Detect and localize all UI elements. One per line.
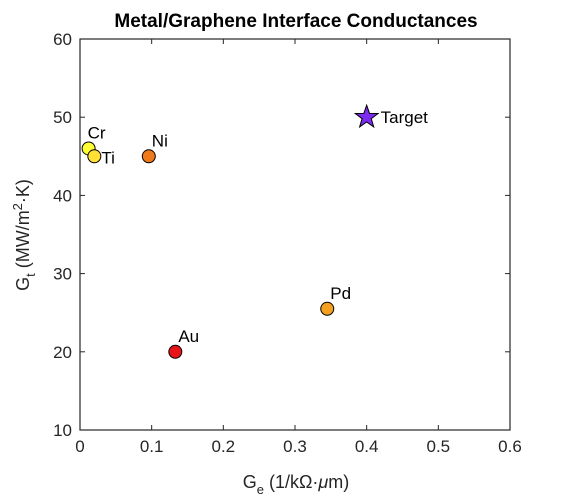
plot-frame [79, 38, 511, 431]
point-target-marker [353, 103, 380, 129]
data-marks [81, 103, 380, 359]
x-tick-label: 0.6 [498, 437, 522, 456]
point-ti-label: Ti [101, 148, 115, 167]
point-ni-label: Ni [152, 131, 168, 150]
x-tick-label: 0.4 [355, 437, 379, 456]
y-tick-label: 40 [53, 186, 72, 205]
axis-tick-labels: 0 0.1 0.2 0.3 0.4 0.5 0.6 10 20 30 40 50 60 [53, 30, 522, 456]
point-ti-marker [87, 149, 102, 164]
y-tick-label: 60 [53, 30, 72, 49]
point-au-label: Au [178, 327, 199, 346]
point-au-marker [168, 344, 183, 359]
point-pd-label: Pd [330, 284, 351, 303]
x-tick-label: 0.3 [283, 437, 307, 456]
y-tick-label: 30 [53, 265, 72, 284]
y-tick-label: 20 [53, 343, 72, 362]
plot-area [80, 39, 510, 430]
x-tick-label: 0.2 [212, 437, 236, 456]
x-tick-label: 0 [75, 437, 84, 456]
point-cr-label: Cr [88, 123, 106, 142]
x-tick-label: 0.1 [140, 437, 164, 456]
data-labels: Cr Ti Ni Pd Au Target [88, 108, 429, 346]
x-tick-label: 0.5 [427, 437, 451, 456]
y-tick-label: 10 [53, 421, 72, 440]
point-ni-marker [141, 149, 156, 164]
y-axis-label: Gt (MW/m2·K) [10, 179, 38, 291]
y-tick-label: 50 [53, 108, 72, 127]
point-pd-marker [320, 301, 335, 316]
chart-title: Metal/Graphene Interface Conductances [114, 11, 477, 32]
x-axis-label: Ge (1/kΩ·μm) [243, 472, 350, 497]
point-target-label: Target [381, 108, 429, 127]
